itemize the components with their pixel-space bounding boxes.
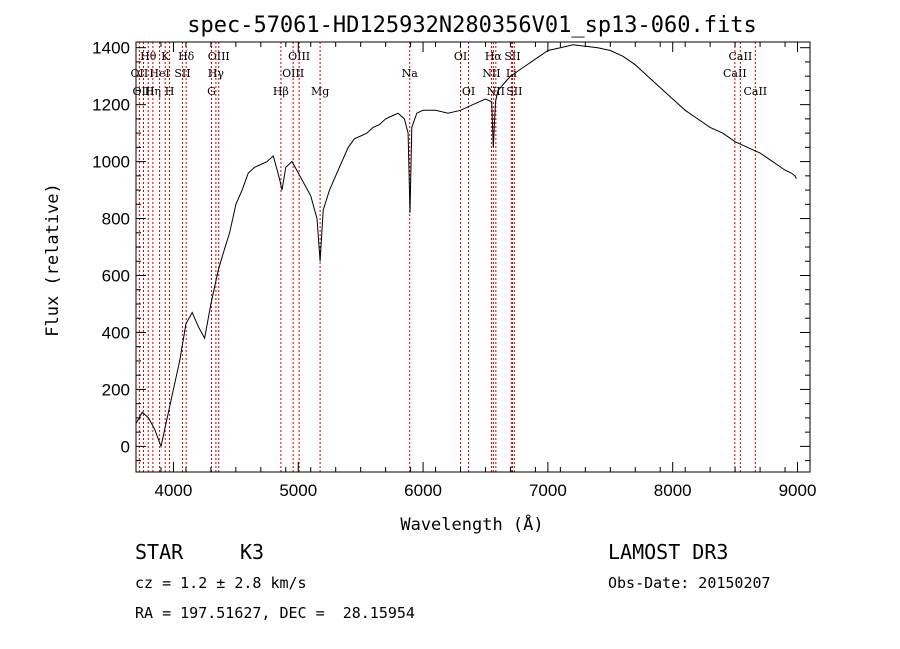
observation-date: Obs-Date: 20150207 — [608, 574, 771, 592]
x-tick-label: 7000 — [529, 481, 567, 500]
spectral-line-label: OI — [462, 85, 475, 98]
spectral-line-label: SII — [506, 85, 522, 98]
spectral-line-label: H — [165, 85, 175, 98]
spectral-line-label: OIII — [208, 50, 230, 63]
x-tick-label: 6000 — [404, 481, 442, 500]
y-tick-label: 1200 — [92, 96, 130, 115]
spectral-line-label: Na — [402, 67, 419, 80]
x-axis-label: Wavelength (Å) — [400, 513, 543, 535]
spectral-line-label: SII — [504, 50, 520, 63]
spectral-line-label: NII — [482, 67, 500, 80]
spectral-line-label: CaII — [723, 67, 747, 80]
spectrum-line — [135, 44, 797, 449]
spectral-line-label: CaII — [743, 85, 767, 98]
spectral-line-label: CaII — [729, 50, 753, 63]
spectral-line-label: Li — [506, 67, 517, 80]
spectral-line-label: OIII — [282, 67, 304, 80]
chart-title: spec-57061-HD125932N280356V01_sp13-060.f… — [187, 13, 757, 38]
spectral-line-label: Hβ — [273, 85, 289, 98]
object-subclass: K3 — [240, 540, 265, 564]
survey-name: LAMOST DR3 — [608, 540, 729, 564]
y-tick-label: 800 — [102, 210, 130, 229]
y-tick-label: 200 — [102, 380, 130, 399]
spectral-line-label: OIII — [288, 50, 310, 63]
spectral-line-label: Hδ — [178, 50, 195, 63]
plot-area: Hθ OII OIII HeI Hη K SII H Hδ OIII Hγ G Hβ OIII OIII Mg… — [92, 39, 816, 500]
spectral-line-label: HeI — [149, 67, 169, 80]
coordinates: RA = 197.51627, DEC = 28.15954 — [135, 604, 415, 622]
y-tick-label: 0 — [121, 437, 130, 456]
y-tick-label: 1000 — [92, 153, 130, 172]
spectral-line-label: NII — [487, 85, 505, 98]
y-axis-label: Flux (relative) — [43, 183, 63, 337]
x-tick-label: 5000 — [279, 481, 317, 500]
spectral-line-label: Hθ — [140, 50, 157, 63]
spectral-line-label: Hγ — [208, 67, 225, 80]
spectral-line-label: Hη — [145, 85, 161, 98]
spectral-line-label: OIII — [132, 85, 154, 98]
x-tick-label: 8000 — [654, 481, 692, 500]
y-tick-label: 400 — [102, 323, 130, 342]
spectral-line-label: Hα — [485, 50, 503, 63]
redshift-value: cz = 1.2 ± 2.8 km/s — [135, 574, 307, 592]
spectral-line-label: G — [207, 85, 216, 98]
spectral-line-label: OI — [454, 50, 467, 63]
y-tick-label: 600 — [102, 267, 130, 286]
x-tick-label: 9000 — [779, 481, 817, 500]
x-tick-label: 4000 — [155, 481, 193, 500]
object-class: STAR — [135, 540, 184, 564]
plot-frame — [135, 41, 811, 473]
y-tick-label: 1400 — [92, 39, 130, 58]
spectral-line-label: OII — [131, 67, 149, 80]
spectral-line-label: Mg — [311, 85, 329, 98]
spectral-line-label: K — [161, 50, 170, 63]
spectral-line-label: SII — [174, 67, 190, 80]
